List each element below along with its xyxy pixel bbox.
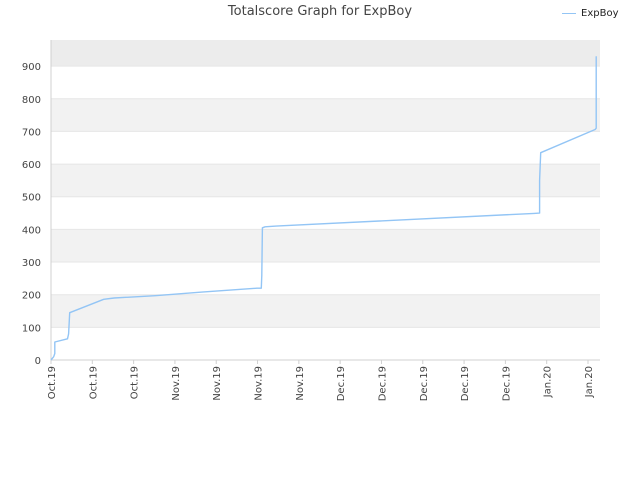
x-tick-label: Nov.19	[212, 366, 223, 401]
y-tick-label: 100	[22, 323, 41, 334]
y-tick-label: 700	[22, 127, 41, 138]
plot-band	[51, 98, 600, 132]
plot-band	[51, 294, 600, 328]
x-tick-label: Nov.19	[254, 366, 265, 401]
x-tick-label: Oct.19	[47, 366, 58, 399]
x-tick-label: Dec.19	[336, 366, 347, 401]
x-tick-label: Oct.19	[88, 366, 99, 399]
plot-band	[51, 229, 600, 263]
y-tick-label: 900	[22, 62, 41, 73]
y-tick-label: 400	[22, 225, 41, 236]
legend: ExpBoy	[562, 8, 618, 19]
x-tick-label: Jan.20	[584, 366, 595, 398]
x-tick-label: Dec.19	[501, 366, 512, 401]
plot-band	[51, 66, 600, 99]
y-tick-label: 500	[22, 193, 41, 204]
y-tick-label: 800	[22, 95, 41, 106]
y-tick-label: 200	[22, 291, 41, 302]
plot-band	[51, 164, 600, 197]
plot-band	[51, 131, 600, 165]
y-tick-label: 0	[35, 356, 41, 367]
x-tick-label: Nov.19	[171, 366, 182, 401]
plot-band	[51, 40, 600, 67]
chart-title: Totalscore Graph for ExpBoy	[227, 4, 413, 19]
x-tick-label: Jan.20	[543, 366, 554, 398]
x-tick-label: Dec.19	[460, 366, 471, 401]
plot-band	[51, 327, 600, 360]
plot-band	[51, 262, 600, 295]
y-tick-label: 300	[22, 258, 41, 269]
y-tick-label: 600	[22, 160, 41, 171]
x-tick-label: Dec.19	[419, 366, 430, 401]
x-tick-label: Oct.19	[130, 366, 141, 399]
x-tick-label: Dec.19	[377, 366, 388, 401]
series-line-expboy	[50, 56, 597, 361]
plot-band	[51, 196, 600, 230]
legend-label: ExpBoy	[581, 8, 619, 19]
x-tick-label: Nov.19	[295, 366, 306, 401]
legend-swatch	[562, 12, 576, 14]
